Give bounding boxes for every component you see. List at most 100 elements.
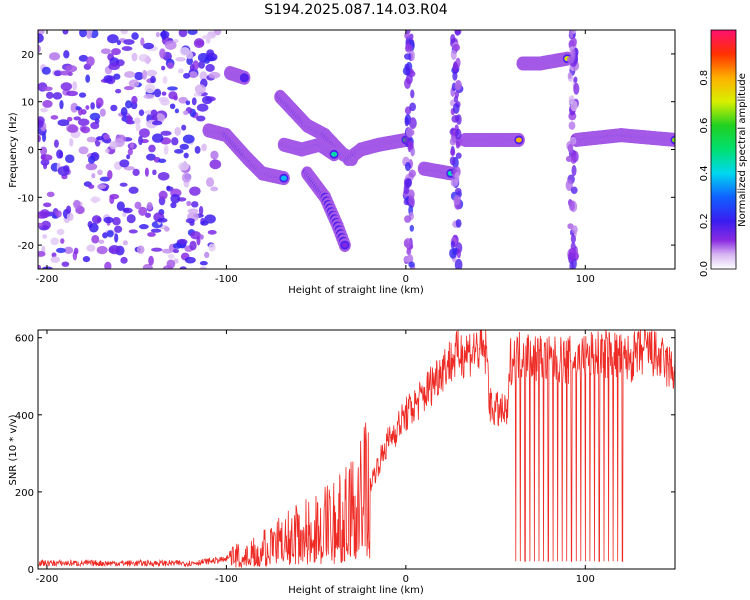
noise-blob — [196, 115, 206, 122]
noise-blob — [131, 52, 138, 62]
noise-blob — [95, 97, 104, 108]
noise-blob — [201, 35, 214, 40]
noise-blob — [80, 109, 87, 115]
x-tick-label: -200 — [36, 274, 59, 285]
noise-blob — [162, 76, 168, 84]
noise-blob — [196, 103, 209, 112]
y-tick-label: -20 — [18, 241, 34, 252]
track-core — [241, 75, 248, 81]
band-blob — [450, 49, 457, 61]
noise-blob — [150, 228, 162, 233]
noise-blob — [38, 264, 42, 269]
noise-blob — [123, 207, 130, 213]
noise-blob — [102, 232, 108, 239]
y-tick-label: 0 — [28, 565, 34, 576]
noise-blob — [50, 237, 59, 246]
noise-blob — [199, 266, 207, 269]
noise-blob — [57, 166, 70, 177]
snr-panel: -200 -100 0 100 0 200 400 600 Height of straig… — [8, 329, 676, 596]
noise-blob — [145, 212, 152, 218]
noise-blob — [206, 177, 215, 187]
band-blob — [403, 255, 411, 263]
band-blob — [449, 137, 457, 146]
noise-blob — [199, 261, 208, 266]
noise-blob — [172, 248, 180, 254]
noise-blob — [133, 117, 141, 125]
noise-blob — [144, 83, 156, 94]
noise-blob — [38, 134, 41, 143]
band-blob — [403, 136, 410, 145]
noise-blob — [41, 220, 51, 230]
noise-blob — [42, 99, 53, 108]
noise-blob — [50, 256, 60, 263]
x-tick-label: 0 — [403, 274, 409, 285]
noise-blob — [38, 33, 44, 43]
noise-blob — [174, 148, 184, 154]
noise-blob — [88, 156, 96, 164]
noise-blob — [91, 234, 100, 244]
noise-blob — [181, 172, 192, 183]
band-blob — [573, 82, 580, 95]
noise-blob — [119, 159, 130, 168]
x-tick-label: -100 — [215, 574, 238, 585]
band-blob — [567, 143, 574, 153]
noise-blob — [167, 86, 178, 91]
band-blob — [404, 43, 413, 53]
noise-blob — [166, 185, 171, 190]
noise-blob — [82, 255, 91, 263]
noise-blob — [148, 255, 154, 266]
noise-blob — [194, 146, 201, 154]
noise-blob — [123, 85, 134, 91]
band-blob — [452, 43, 460, 52]
band-blob — [454, 258, 463, 269]
noise-blob — [179, 266, 187, 269]
snr-frame — [37, 329, 676, 570]
noise-blob — [120, 30, 128, 35]
noise-blob — [145, 55, 150, 65]
noise-blob — [88, 184, 95, 189]
noise-blob — [200, 220, 209, 226]
noise-blob — [169, 103, 176, 110]
snr-series-line — [38, 330, 675, 569]
noise-blob — [174, 108, 180, 114]
snr-y-label: SNR (10 * v/v) — [8, 414, 19, 485]
noise-blob — [56, 228, 65, 236]
noise-blob — [39, 209, 50, 219]
noise-blob — [114, 233, 119, 243]
noise-blob — [152, 133, 164, 143]
band-blob — [405, 127, 414, 138]
band-blob — [450, 240, 456, 249]
noise-blob — [161, 248, 174, 254]
noise-blob — [198, 60, 205, 69]
noise-blob — [173, 95, 178, 101]
noise-blob — [70, 102, 79, 113]
noise-blob — [147, 232, 156, 237]
band-blob — [409, 33, 414, 40]
noise-blob — [138, 128, 150, 138]
noise-blob — [158, 158, 167, 163]
noise-blob — [151, 247, 163, 252]
colorbar-tick-label: 0.8 — [699, 70, 710, 86]
noise-blob — [59, 99, 64, 110]
track-core — [280, 175, 287, 181]
noise-blob — [46, 91, 54, 99]
noise-blob — [148, 144, 156, 153]
band-blob — [456, 114, 462, 125]
noise-blob — [136, 245, 145, 254]
noise-blob — [186, 57, 193, 66]
noise-blob — [199, 234, 204, 240]
noise-blob — [134, 71, 144, 81]
band-blob — [567, 72, 573, 80]
noise-blob — [167, 253, 175, 259]
noise-blob — [64, 246, 74, 255]
noise-blob — [146, 153, 156, 161]
noise-blob — [129, 142, 135, 149]
noise-blob — [187, 30, 198, 35]
noise-blob — [100, 48, 111, 55]
colorbar-gradient — [710, 29, 737, 270]
noise-blob — [124, 71, 136, 78]
noise-blob — [204, 56, 216, 62]
noise-blob — [126, 214, 136, 224]
noise-blob — [66, 116, 73, 122]
noise-blob — [131, 32, 139, 40]
